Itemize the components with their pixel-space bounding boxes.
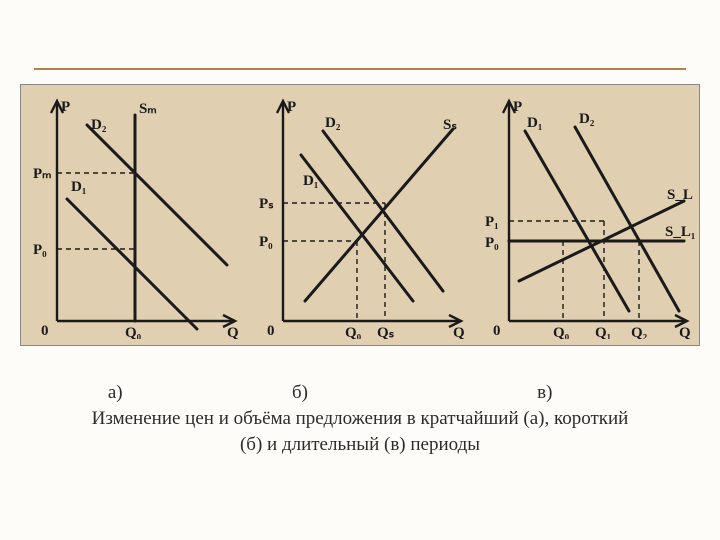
axis-p-label: P <box>61 99 70 115</box>
label-a: а) <box>45 380 185 406</box>
label-b: б) <box>190 380 410 406</box>
decorative-rule <box>34 68 686 70</box>
axis-p-label: P <box>513 99 522 115</box>
chart-frame: P Q 0 Sₘ D₂ D₁ Pₘ P₀ Q₀ <box>20 84 700 346</box>
sl-label: S_L <box>667 187 693 203</box>
sm-label: Sₘ <box>139 101 157 117</box>
q0-label: Q₀ <box>345 325 362 339</box>
d2-label: D₂ <box>579 111 595 127</box>
slide: P Q 0 Sₘ D₂ D₁ Pₘ P₀ Q₀ <box>0 0 720 540</box>
d2-label: D₂ <box>91 117 107 133</box>
curve-d1 <box>67 199 197 329</box>
panel-b: P Q 0 Sₛ D₂ D₁ Pₛ P₀ Q₀ Qₛ <box>253 91 469 339</box>
q2-label: Q₂ <box>631 325 648 339</box>
panel-a-svg: P Q 0 Sₘ D₂ D₁ Pₘ P₀ Q₀ <box>27 91 243 339</box>
p0-label: P₀ <box>485 235 499 251</box>
d1-label: D₁ <box>71 179 86 195</box>
curve-d2 <box>575 127 679 311</box>
p0-label: P₀ <box>33 242 47 258</box>
label-c: в) <box>415 380 675 406</box>
qs-label: Qₛ <box>377 325 395 339</box>
q1-label: Q₁ <box>595 325 611 339</box>
d2-label: D₂ <box>325 115 341 131</box>
panel-labels-row: а) б) в) <box>0 380 720 406</box>
q0-label: Q₀ <box>553 325 570 339</box>
origin-label: 0 <box>493 323 501 339</box>
sl1-label: S_L₁ <box>665 224 695 240</box>
d1-label: D₁ <box>303 173 318 189</box>
curve-d2 <box>323 131 443 291</box>
ps-label: Pₛ <box>259 196 274 212</box>
origin-label: 0 <box>41 323 49 339</box>
p0-label: P₀ <box>259 234 273 250</box>
panel-c-svg: P Q 0 D₁ D₂ S_L S_L₁ P₁ P₀ Q₀ Q₁ Q₂ <box>479 91 695 339</box>
panel-a: P Q 0 Sₘ D₂ D₁ Pₘ P₀ Q₀ <box>27 91 243 339</box>
axis-q-label: Q <box>453 325 465 339</box>
caption-line-1: Изменение цен и объёма предложения в кра… <box>0 406 720 432</box>
p1-label: P₁ <box>485 214 499 230</box>
origin-label: 0 <box>267 323 275 339</box>
panel-b-svg: P Q 0 Sₛ D₂ D₁ Pₛ P₀ Q₀ Qₛ <box>253 91 469 339</box>
d1-label: D₁ <box>527 115 542 131</box>
panel-c: P Q 0 D₁ D₂ S_L S_L₁ P₁ P₀ Q₀ Q₁ Q₂ <box>479 91 695 339</box>
axis-q-label: Q <box>679 325 691 339</box>
s-label: Sₛ <box>443 117 457 133</box>
q0-label: Q₀ <box>125 325 142 339</box>
caption-line-2: (б) и длительный (в) периоды <box>0 432 720 458</box>
axis-p-label: P <box>287 99 296 115</box>
curve-d2 <box>87 125 227 265</box>
axis-q-label: Q <box>227 325 239 339</box>
pm-label: Pₘ <box>33 166 52 182</box>
